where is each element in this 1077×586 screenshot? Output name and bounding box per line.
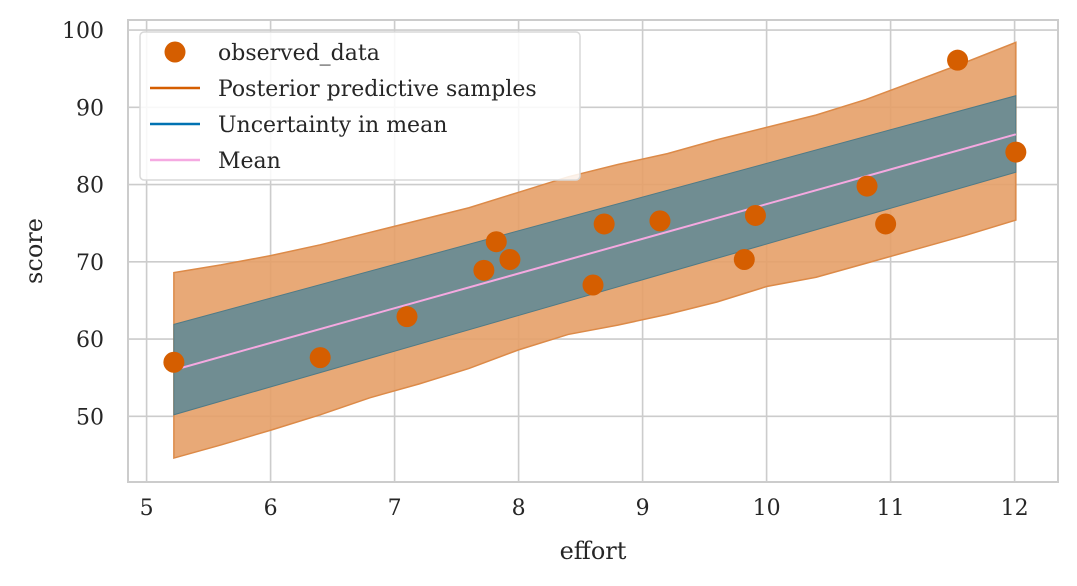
x-tick-label: 6 — [264, 496, 278, 521]
tick-labels: 5 6 7 8 9 10 11 12 50 60 70 80 90 100 — [62, 19, 1029, 521]
observed-point — [593, 213, 615, 235]
x-tick-label: 9 — [636, 496, 650, 521]
observed-point — [875, 213, 897, 235]
observed-point — [473, 259, 495, 281]
plot-frame — [127, 19, 1059, 483]
observed-point — [309, 347, 331, 369]
observed-point — [396, 306, 418, 328]
observed-point — [856, 175, 878, 197]
observed-point — [744, 204, 766, 226]
observed-point — [649, 210, 671, 232]
y-tick-label: 90 — [76, 96, 104, 121]
legend-label: Posterior predictive samples — [218, 77, 537, 102]
legend-box — [139, 31, 581, 181]
observed-points — [163, 49, 1027, 373]
y-tick-label: 70 — [76, 251, 104, 276]
x-tick-label: 7 — [388, 496, 402, 521]
x-tick-label: 5 — [140, 496, 154, 521]
observed-point — [499, 248, 521, 270]
legend-label: Uncertainty in mean — [218, 113, 447, 138]
observed-point — [947, 49, 969, 71]
x-tick-label: 12 — [1001, 496, 1029, 521]
observed-point — [485, 231, 507, 253]
y-tick-label: 60 — [76, 328, 104, 353]
legend-marker-observed — [164, 41, 186, 63]
mean-line — [173, 133, 1017, 371]
observed-point — [733, 248, 755, 270]
y-tick-label: 50 — [76, 405, 104, 430]
y-tick-label: 80 — [76, 174, 104, 199]
x-tick-label: 10 — [753, 496, 781, 521]
observed-point — [163, 351, 185, 373]
y-axis-label: score — [20, 218, 48, 284]
y-tick-label: 100 — [62, 19, 104, 44]
legend: observed_data Posterior predictive sample… — [139, 31, 581, 181]
mean-uncertainty-band — [173, 95, 1017, 416]
x-tick-label: 8 — [512, 496, 526, 521]
x-tick-label: 11 — [877, 496, 905, 521]
observed-point — [582, 274, 604, 296]
legend-label: Mean — [218, 149, 281, 174]
observed-point — [1005, 141, 1027, 163]
bands — [173, 41, 1017, 460]
x-axis-label: effort — [560, 537, 627, 565]
legend-label: observed_data — [218, 41, 380, 66]
